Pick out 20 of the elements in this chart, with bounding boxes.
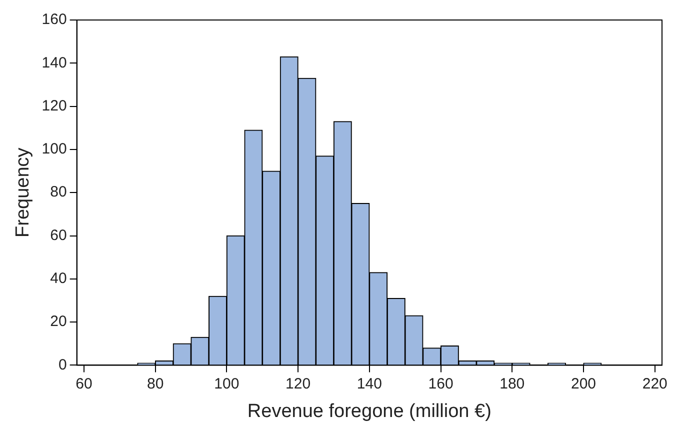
x-tick-label: 80 bbox=[146, 375, 164, 392]
y-tick-label: 120 bbox=[42, 97, 67, 114]
y-tick-label: 0 bbox=[58, 356, 67, 374]
y-tick-label: 100 bbox=[42, 140, 67, 158]
y-tick-label: 60 bbox=[50, 226, 67, 244]
y-tick-label: 80 bbox=[50, 184, 67, 201]
y-axis-title: Frequency bbox=[12, 147, 34, 238]
x-axis-title: Revenue foregone (million €) bbox=[247, 400, 492, 422]
y-tick-label: 40 bbox=[50, 270, 67, 288]
x-tick-label: 180 bbox=[500, 375, 525, 392]
y-tick-label: 140 bbox=[42, 54, 67, 72]
x-tick-label: 200 bbox=[570, 375, 596, 392]
x-tick-label: 140 bbox=[356, 375, 382, 392]
x-tick-label: 100 bbox=[214, 375, 240, 392]
x-tick-label: 60 bbox=[76, 375, 92, 392]
x-tick-label: 220 bbox=[642, 375, 668, 392]
y-tick-label: 20 bbox=[50, 313, 67, 330]
x-tick-label: 160 bbox=[428, 375, 454, 392]
y-tick-label: 160 bbox=[42, 11, 67, 28]
x-tick-label: 120 bbox=[286, 375, 311, 392]
